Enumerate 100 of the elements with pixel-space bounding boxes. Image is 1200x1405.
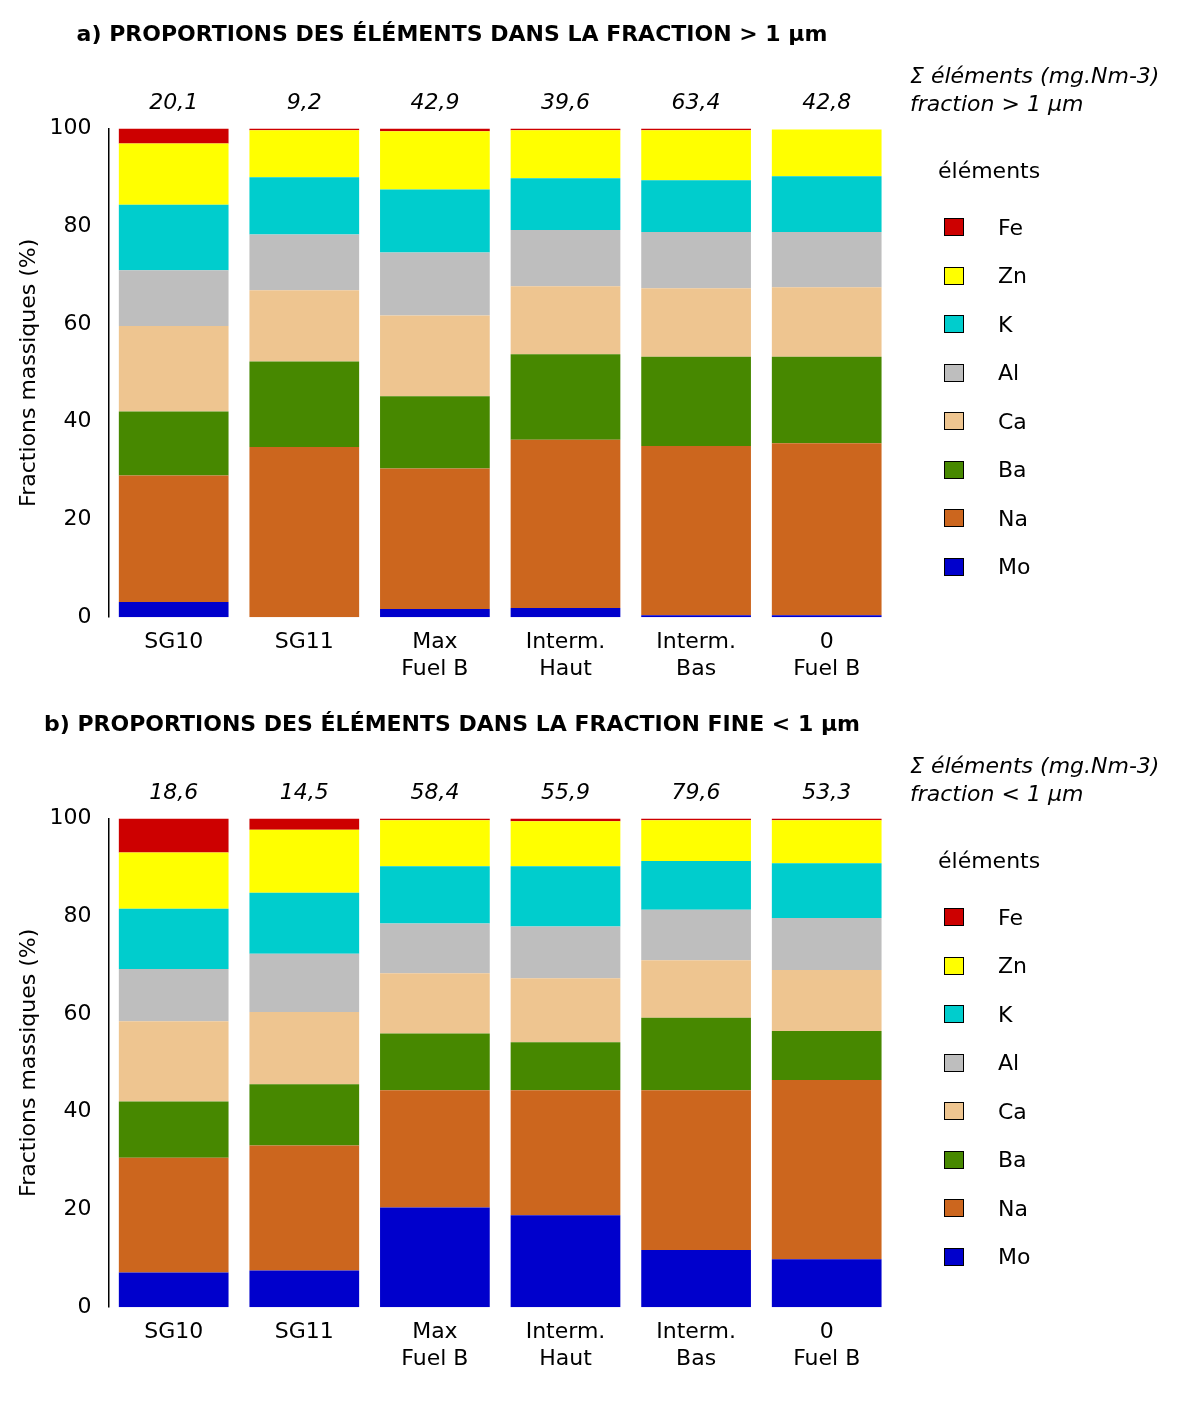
bar	[771, 129, 882, 177]
bar	[118, 818, 229, 853]
y-tick-label: 60	[63, 309, 92, 335]
bar	[249, 953, 360, 1012]
annotation: 9,2	[286, 89, 322, 115]
x-tick-label: SG11	[274, 1318, 334, 1344]
annotation: 20,1	[149, 89, 199, 115]
bar	[510, 286, 621, 355]
bar	[771, 232, 882, 288]
y-tick-label: 0	[77, 602, 92, 628]
legend-label: Zn	[998, 953, 1028, 979]
bar	[380, 973, 490, 1034]
bar	[641, 356, 751, 447]
y-tick-label: 80	[63, 901, 92, 927]
y-axis-title: Fractions massiques (%)	[14, 238, 40, 507]
annotation: 14,5	[279, 779, 329, 805]
bar	[249, 130, 360, 178]
bar	[118, 475, 229, 603]
bar	[510, 607, 621, 618]
bar	[771, 176, 882, 233]
legend-label: Al	[998, 1050, 1020, 1076]
bar	[771, 356, 882, 444]
y-axis-title: Fractions massiques (%)	[14, 928, 40, 1197]
bar	[771, 443, 882, 616]
bar	[771, 969, 882, 1032]
bar	[249, 234, 360, 291]
annotation: 42,9	[410, 89, 460, 115]
bar	[771, 1259, 882, 1308]
bar	[771, 918, 882, 970]
bar	[380, 1090, 490, 1208]
bar	[118, 143, 229, 205]
bar	[118, 968, 229, 1022]
y-tick-label: 0	[77, 1292, 92, 1318]
legend-label: K	[998, 311, 1013, 337]
x-tick-label: Interm. Haut	[525, 628, 606, 680]
bar	[641, 1250, 751, 1308]
x-tick-label: 0 Fuel B	[793, 628, 861, 680]
bar	[380, 252, 490, 316]
x-tick-label: Interm. Haut	[525, 1318, 606, 1370]
x-tick-label: Interm. Bas	[656, 628, 736, 680]
annotation: 53,3	[802, 779, 852, 805]
bar	[380, 1207, 490, 1308]
bar	[510, 439, 621, 608]
x-tick-label: SG10	[144, 1318, 204, 1344]
legend-label: Ba	[998, 457, 1027, 483]
y-tick-label: 20	[63, 1195, 92, 1221]
bar	[249, 177, 360, 235]
bar	[249, 829, 360, 893]
bar	[118, 1101, 229, 1158]
text: Na	[998, 505, 1028, 531]
bar	[380, 315, 490, 397]
bar	[771, 1079, 882, 1260]
bar	[641, 820, 751, 861]
chart-title: b) PROPORTIONS DES ÉLÉMENTS DANS LA FRACTION FINE < 1 µm	[43, 710, 861, 736]
bar	[510, 1090, 621, 1216]
bar	[510, 926, 621, 979]
bar	[771, 863, 882, 919]
bar	[641, 130, 751, 181]
bar	[118, 852, 229, 909]
bar	[641, 960, 751, 1018]
legend-label: Mo	[998, 554, 1031, 580]
y-tick-label: 40	[63, 407, 92, 433]
bar	[641, 180, 751, 233]
legend-title: éléments	[938, 158, 1041, 183]
bar	[641, 1017, 751, 1091]
bar	[118, 1021, 229, 1102]
chart-title: a) PROPORTIONS DES ÉLÉMENTS DANS LA FRACTION > 1 µm	[76, 20, 828, 46]
bar	[380, 189, 490, 253]
bar	[118, 325, 229, 412]
x-tick-label: 0 Fuel B	[793, 1318, 861, 1370]
bar	[510, 130, 621, 179]
bar	[510, 821, 621, 867]
legend-label: Fe	[998, 214, 1023, 240]
bar	[771, 820, 882, 864]
legend-label: Mo	[998, 1244, 1031, 1270]
legend-label: Zn	[998, 263, 1028, 289]
legend-label: Al	[998, 360, 1020, 386]
text: Na	[998, 1195, 1028, 1221]
bar	[510, 978, 621, 1043]
bar	[641, 446, 751, 616]
legend-label: Fe	[998, 904, 1023, 930]
bar	[771, 1031, 882, 1080]
x-tick-label: Max Fuel B	[401, 628, 469, 680]
y-tick-label: 60	[63, 999, 92, 1025]
x-tick-label: Max Fuel B	[401, 1318, 469, 1370]
bar	[380, 1033, 490, 1091]
bar	[510, 1042, 621, 1091]
bar	[249, 1084, 360, 1146]
y-tick-label: 80	[63, 211, 92, 237]
annotation: 58,4	[410, 779, 460, 805]
y-tick-label: 20	[63, 505, 92, 531]
bar	[641, 909, 751, 961]
bar	[380, 468, 490, 609]
bar	[118, 270, 229, 326]
bar	[380, 923, 490, 974]
legend-label: Ba	[998, 1147, 1027, 1173]
y-tick-label: 40	[63, 1097, 92, 1123]
bar	[118, 128, 229, 144]
bar	[249, 1145, 360, 1271]
x-tick-label: SG10	[144, 628, 204, 654]
